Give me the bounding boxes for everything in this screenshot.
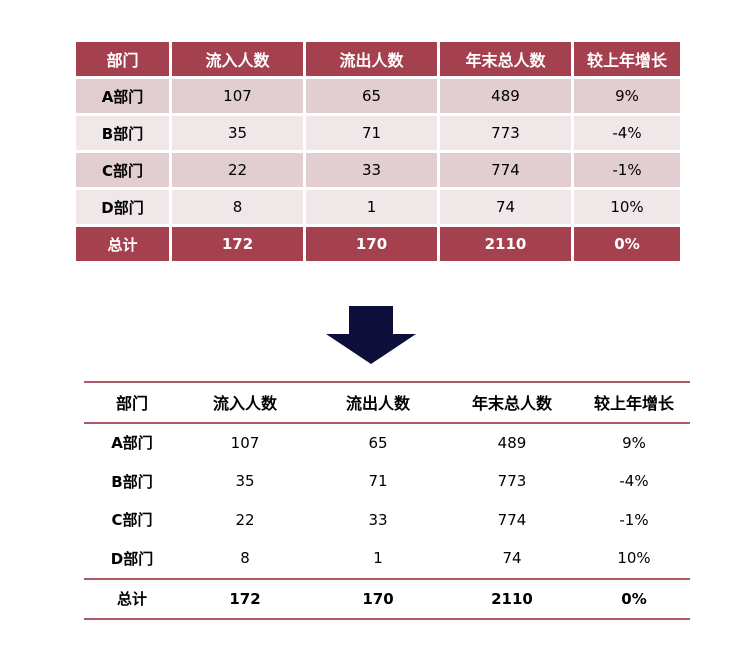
row-label: C部门 xyxy=(111,511,153,530)
table-row: B部门 35 71 773 -4% xyxy=(76,116,680,150)
table-cell: 8 xyxy=(172,190,303,224)
header-cell: 部门 xyxy=(76,42,169,76)
total-label: 总计 xyxy=(76,227,169,261)
table-cell: 107 xyxy=(172,79,303,113)
total-cell: 170 xyxy=(306,227,437,261)
table-row: C部门 22 33 774 -1% xyxy=(76,153,680,187)
table-row: B部门 35 71 773 -4% xyxy=(84,462,690,501)
table-cell: 773 xyxy=(497,472,527,491)
table-cell: 107 xyxy=(230,433,260,452)
table-cell: 773 xyxy=(440,116,571,150)
header-cell: 部门 xyxy=(115,394,148,414)
table-cell: -4% xyxy=(619,472,649,491)
table-cell: -4% xyxy=(574,116,680,150)
table-header-row: 部门 流入人数 流出人数 年末总人数 较上年增长 xyxy=(84,382,690,423)
table-row: D部门 8 1 74 10% xyxy=(76,190,680,224)
table-header-row: 部门 流入人数 流出人数 年末总人数 较上年增长 xyxy=(76,42,680,76)
table-cell: 65 xyxy=(368,433,388,452)
header-cell: 年末总人数 xyxy=(471,394,552,414)
table-cell: -1% xyxy=(619,510,649,529)
table-cell: 35 xyxy=(235,472,255,491)
table-cell: 10% xyxy=(574,190,680,224)
header-cell: 流入人数 xyxy=(172,42,303,76)
table-cell: 22 xyxy=(235,510,255,529)
total-label: 总计 xyxy=(116,590,147,609)
row-label: D部门 xyxy=(110,549,154,568)
styled-table-before: 部门 流入人数 流出人数 年末总人数 较上年增长 A部门 107 65 489 … xyxy=(73,39,683,264)
header-cell: 较上年增长 xyxy=(593,394,674,414)
table-cell: 9% xyxy=(574,79,680,113)
table-cell: 1 xyxy=(373,549,383,568)
table-cell: 74 xyxy=(440,190,571,224)
table-cell: -1% xyxy=(574,153,680,187)
row-label: A部门 xyxy=(111,434,153,453)
table-cell: 35 xyxy=(172,116,303,150)
row-label: C部门 xyxy=(76,153,169,187)
total-cell: 0% xyxy=(574,227,680,261)
header-cell: 流出人数 xyxy=(345,394,410,414)
total-cell: 172 xyxy=(172,227,303,261)
table-cell: 71 xyxy=(306,116,437,150)
total-cell: 0% xyxy=(621,589,647,608)
row-label: B部门 xyxy=(76,116,169,150)
table-row: A部门 107 65 489 9% xyxy=(76,79,680,113)
table-cell: 10% xyxy=(617,549,651,568)
row-label: D部门 xyxy=(76,190,169,224)
table-cell: 1 xyxy=(306,190,437,224)
table-cell: 489 xyxy=(497,433,527,452)
table-cell: 71 xyxy=(368,472,388,491)
table-cell: 489 xyxy=(440,79,571,113)
table-row: C部门 22 33 774 -1% xyxy=(84,501,690,540)
table-row: D部门 8 1 74 10% xyxy=(84,539,690,579)
table-cell: 774 xyxy=(440,153,571,187)
row-label: A部门 xyxy=(76,79,169,113)
header-cell: 流出人数 xyxy=(306,42,437,76)
row-label: B部门 xyxy=(111,472,153,491)
table-cell: 33 xyxy=(306,153,437,187)
header-cell: 流入人数 xyxy=(212,394,277,414)
table-cell: 8 xyxy=(240,549,250,568)
table-cell: 74 xyxy=(502,549,522,568)
total-cell: 2110 xyxy=(491,589,533,608)
table-row: A部门 107 65 489 9% xyxy=(84,423,690,463)
total-cell: 170 xyxy=(362,589,394,608)
header-cell: 年末总人数 xyxy=(440,42,571,76)
table-cell: 774 xyxy=(497,510,527,529)
table-cell: 9% xyxy=(622,433,646,452)
table-cell: 22 xyxy=(172,153,303,187)
total-cell: 172 xyxy=(229,589,261,608)
total-cell: 2110 xyxy=(440,227,571,261)
header-cell: 较上年增长 xyxy=(574,42,680,76)
styled-table-after: 部门 流入人数 流出人数 年末总人数 较上年增长 A部门 107 65 489 … xyxy=(84,381,690,620)
table-total-row: 总计 172 170 2110 0% xyxy=(84,578,690,619)
table-cell: 33 xyxy=(368,510,388,529)
down-arrow-icon xyxy=(326,306,416,364)
table-total-row: 总计 172 170 2110 0% xyxy=(76,227,680,261)
table-cell: 65 xyxy=(306,79,437,113)
